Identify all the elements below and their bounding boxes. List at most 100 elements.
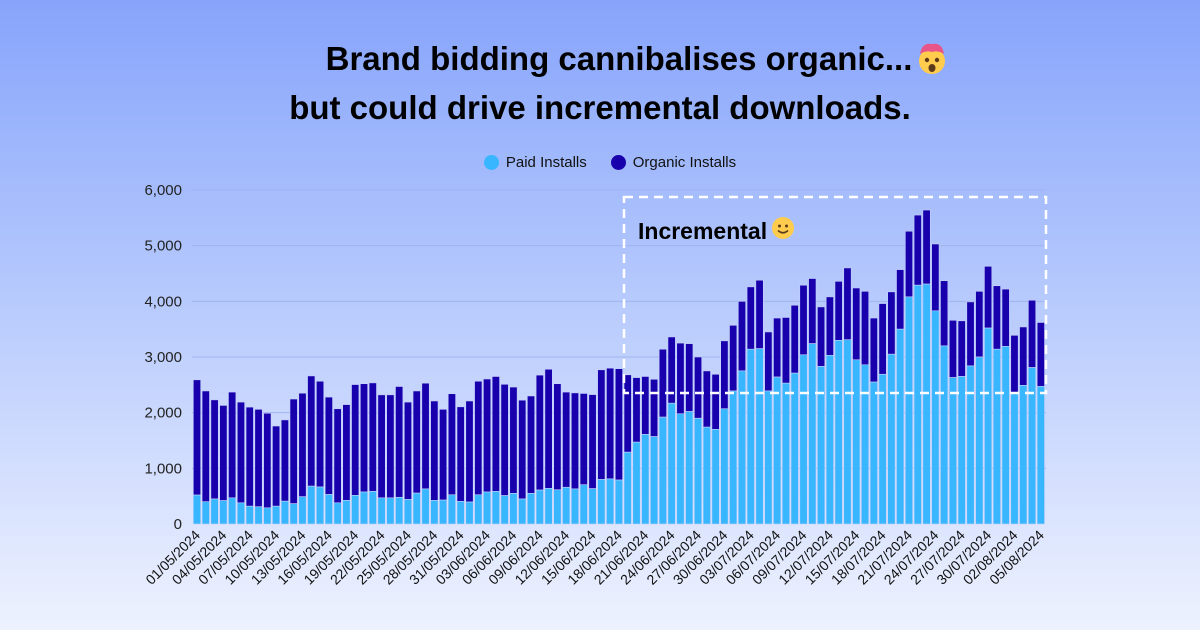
bar-paid (641, 434, 650, 525)
bar-paid (210, 498, 219, 525)
bar-paid (430, 500, 439, 525)
bar-organic (948, 319, 957, 378)
chart-title-line-1: Brand bidding cannibalises organic... (0, 40, 1200, 84)
bar-paid (667, 402, 676, 525)
bar-paid (825, 355, 834, 525)
legend-label-organic: Organic Installs (632, 154, 737, 171)
bar-organic (307, 375, 316, 487)
y-tick-label: 5,000 (144, 238, 182, 255)
bar-organic (377, 394, 386, 499)
legend-item-paid[interactable]: Paid Installs (483, 154, 587, 171)
bar-paid (377, 497, 386, 525)
bar-paid (535, 489, 544, 525)
bar-organic (535, 374, 544, 491)
bar-organic (456, 406, 465, 502)
bar-organic (351, 384, 360, 496)
bar-paid (272, 505, 281, 525)
bar-paid (975, 356, 984, 525)
bar-organic (474, 380, 483, 496)
bar-paid (957, 376, 966, 525)
bar-paid (553, 489, 562, 525)
bar-organic (957, 320, 966, 377)
bar-paid (360, 491, 369, 525)
bar-paid (720, 408, 729, 525)
bar-organic (360, 383, 369, 493)
bar-paid (922, 283, 931, 525)
bars (193, 209, 1045, 525)
bar-paid (781, 382, 790, 525)
bar-organic (887, 291, 896, 355)
legend: Paid Installs Organic Installs (0, 154, 1200, 171)
bar-paid (913, 284, 922, 525)
bar-organic (289, 398, 298, 504)
bar-organic (623, 374, 632, 453)
bar-organic (694, 356, 703, 419)
bar-paid (236, 502, 245, 525)
bar-paid (861, 364, 870, 525)
bar-paid (386, 497, 395, 525)
bar-paid (421, 488, 430, 525)
bar-organic (421, 382, 430, 490)
bar-paid (799, 354, 808, 525)
bar-paid (632, 441, 641, 525)
bar-paid (746, 348, 755, 525)
bar-paid (289, 503, 298, 525)
bar-organic (395, 386, 404, 498)
bar-paid (852, 359, 861, 525)
y-tick-label: 6,000 (144, 182, 182, 199)
legend-item-organic[interactable]: Organic Installs (610, 154, 737, 171)
bar-organic (412, 390, 421, 494)
bar-organic (1001, 288, 1010, 347)
bar-organic (658, 348, 667, 418)
paid-swatch-icon (483, 155, 499, 170)
bar-paid (342, 500, 351, 525)
bar-paid (403, 499, 412, 525)
bar-paid (333, 502, 342, 525)
bar-organic (746, 286, 755, 350)
legend-label-paid: Paid Installs (505, 154, 587, 171)
bar-organic (1036, 322, 1045, 387)
bar-paid (1028, 367, 1037, 525)
bar-paid (245, 505, 254, 525)
y-tick-label: 0 (174, 516, 182, 533)
bar-paid (1010, 392, 1019, 525)
bar-paid (940, 345, 949, 525)
bar-paid (570, 488, 579, 525)
bar-paid (263, 507, 272, 525)
bar-paid (887, 353, 896, 525)
bar-paid (193, 494, 202, 525)
bar-paid (702, 426, 711, 525)
bar-paid (764, 390, 773, 525)
bar-paid (614, 479, 623, 525)
bar-organic (263, 412, 272, 509)
bar-paid (737, 370, 746, 525)
bar-paid (579, 484, 588, 525)
bar-paid (307, 485, 316, 525)
bar-organic (509, 386, 518, 494)
bar-organic (219, 405, 228, 501)
bar-organic (913, 214, 922, 286)
incremental-label: Incremental (638, 217, 768, 244)
bar-paid (650, 436, 659, 525)
bar-organic (852, 287, 861, 361)
bar-paid (491, 491, 500, 525)
exploding-head-emoji-icon (914, 40, 950, 84)
bar-paid (729, 390, 738, 525)
y-tick-label: 2,000 (144, 405, 182, 422)
bar-organic (403, 401, 412, 500)
bar-organic (588, 394, 597, 489)
bar-paid (351, 495, 360, 525)
bar-organic (904, 230, 913, 298)
y-tick-label: 1,000 (144, 460, 182, 477)
bar-paid (623, 451, 632, 525)
bar-organic (527, 395, 536, 494)
bar-paid (500, 495, 509, 525)
y-tick-label: 3,000 (144, 349, 182, 366)
bar-organic (869, 317, 878, 383)
slightly-smiling-face-icon (771, 216, 795, 246)
bar-organic (491, 376, 500, 492)
bar-organic (193, 379, 202, 496)
bar-paid (984, 327, 993, 525)
bar-organic (439, 409, 448, 501)
bar-organic (324, 396, 333, 495)
